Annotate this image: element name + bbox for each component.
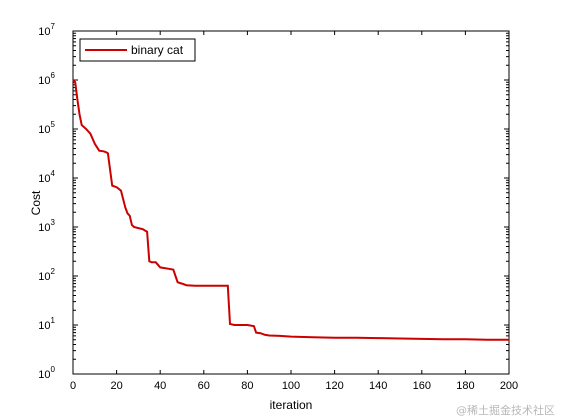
y-tick-label: 103 [38,218,55,234]
y-tick-label: 102 [38,267,55,283]
x-tick-label: 120 [325,380,343,392]
x-tick-label: 60 [198,380,210,392]
series-layer [72,79,509,341]
y-tick-label: 106 [38,71,55,87]
y-tick-label: 107 [38,22,55,38]
y-tick-exponent: 7 [51,22,56,31]
y-tick-base: 10 [38,369,50,381]
x-tick-label: 80 [241,380,253,392]
y-tick-exponent: 6 [51,71,56,80]
y-tick-base: 10 [38,271,50,283]
y-tick-base: 10 [38,75,50,87]
plot-area [72,30,510,375]
y-tick-base: 10 [38,26,50,38]
x-axis-label: iteration [270,398,313,412]
x-tick-label: 100 [282,380,300,392]
y-tick-base: 10 [38,222,50,234]
y-tick-base: 10 [38,173,50,185]
x-axis-ticks: 0 20 40 60 80 100 120 140 160 180 200 [70,31,518,392]
y-tick-exponent: 5 [51,120,56,129]
y-tick-label: 101 [38,316,55,332]
y-axis-label: Cost [29,190,43,215]
legend: binary cat [79,38,196,62]
y-tick-label: 104 [38,169,55,185]
legend-label: binary cat [131,43,184,57]
x-tick-label: 140 [369,380,387,392]
x-tick-label: 40 [154,380,166,392]
y-tick-label: 100 [38,365,55,381]
x-tick-label: 180 [456,380,474,392]
series-line-binary-cat [72,79,509,341]
y-tick-exponent: 2 [51,267,56,276]
y-tick-exponent: 1 [51,316,56,325]
legend-box [79,38,196,62]
x-tick-label: 160 [413,380,431,392]
y-tick-exponent: 0 [51,365,56,374]
watermark: @稀土掘金技术社区 [456,404,555,417]
x-tick-label: 0 [70,380,76,392]
y-tick-label: 105 [38,120,55,136]
y-tick-exponent: 3 [51,218,56,227]
y-tick-exponent: 4 [51,169,56,178]
x-tick-label: 200 [500,380,518,392]
y-tick-base: 10 [38,320,50,332]
x-tick-label: 20 [110,380,122,392]
y-tick-base: 10 [38,124,50,136]
